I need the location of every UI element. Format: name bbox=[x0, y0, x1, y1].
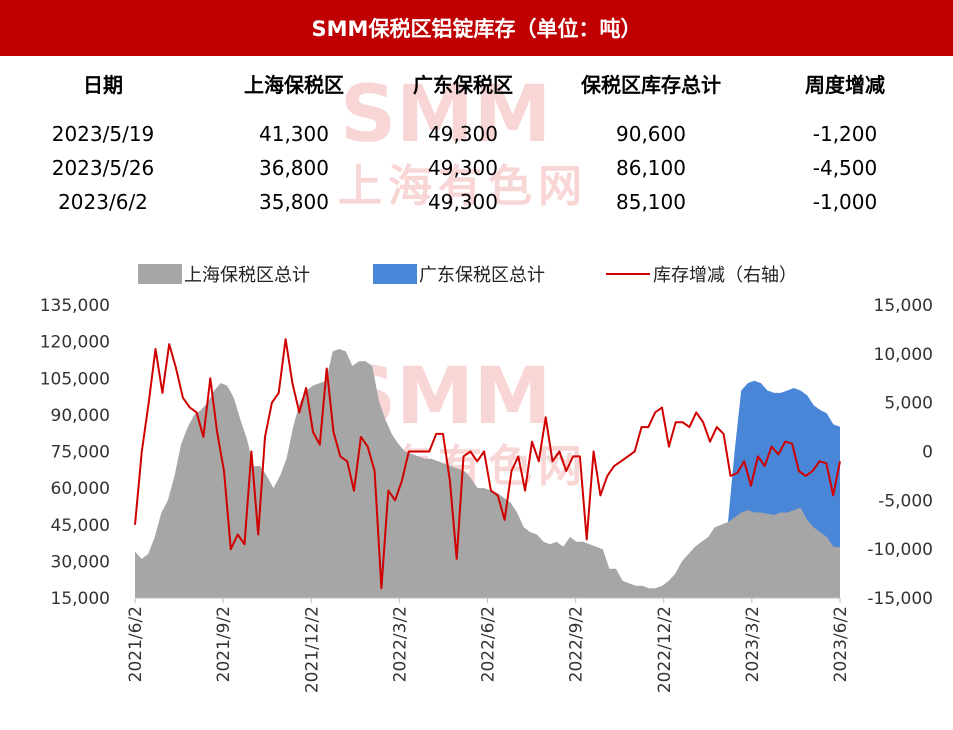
x-axis-tick-label: 2022/9/2 bbox=[567, 606, 587, 682]
x-axis-tick-label: 2023/3/2 bbox=[743, 606, 763, 682]
x-axis-tick-label: 2022/12/2 bbox=[655, 606, 675, 693]
table-header-row: 日期 上海保税区 广东保税区 保税区库存总计 周度增减 bbox=[0, 68, 953, 102]
cell-total: 85,100 bbox=[616, 190, 686, 214]
header-date: 日期 bbox=[83, 73, 123, 97]
legend-label-guangdong: 广东保税区总计 bbox=[419, 265, 545, 286]
cell-shanghai: 35,800 bbox=[259, 190, 329, 214]
line-series-change bbox=[134, 338, 841, 590]
left-axis-tick-label: 135,000 bbox=[40, 296, 110, 316]
cell-guangdong: 49,300 bbox=[428, 122, 498, 146]
cell-total: 90,600 bbox=[616, 122, 686, 146]
x-axis-tick-label: 2022/6/2 bbox=[479, 606, 499, 682]
left-axis-tick-label: 90,000 bbox=[51, 406, 110, 426]
table-row: 2023/6/2 35,800 49,300 85,100 -1,000 bbox=[0, 185, 953, 219]
chart-axes: 135,000 120,000 105,000 90,000 75,000 60,000 4… bbox=[40, 296, 933, 693]
cell-shanghai: 41,300 bbox=[259, 122, 329, 146]
chart-legend: 上海保税区总计 广东保税区总计 库存增减（右轴） bbox=[138, 264, 797, 286]
cell-date: 2023/5/19 bbox=[51, 122, 155, 146]
right-axis-tick-label: -10,000 bbox=[867, 540, 933, 560]
right-axis-tick-label: 10,000 bbox=[874, 345, 933, 365]
x-axis-tick-label: 2021/9/2 bbox=[214, 606, 234, 682]
x-axis-tick-label: 2023/6/2 bbox=[831, 606, 851, 682]
cell-weekly-change: -1,200 bbox=[812, 122, 878, 146]
cell-guangdong: 49,300 bbox=[428, 156, 498, 180]
area-series-shanghai bbox=[135, 349, 840, 598]
cell-date: 2023/6/2 bbox=[58, 190, 148, 214]
cell-guangdong: 49,300 bbox=[428, 190, 498, 214]
left-axis-tick-label: 75,000 bbox=[51, 443, 110, 463]
chart-title-bar: SMM保税区铝锭库存（单位：吨） bbox=[0, 0, 953, 56]
x-axis-tick-label: 2021/6/2 bbox=[126, 606, 146, 682]
cell-total: 86,100 bbox=[616, 156, 686, 180]
legend-label-change: 库存增减（右轴） bbox=[653, 265, 797, 286]
header-total: 保税区库存总计 bbox=[581, 73, 721, 97]
watermark-brand: SMM bbox=[340, 70, 552, 160]
left-axis-tick-label: 60,000 bbox=[51, 479, 110, 499]
table-row: 2023/5/26 36,800 49,300 86,100 -4,500 bbox=[0, 151, 953, 185]
left-axis-tick-label: 105,000 bbox=[40, 369, 110, 389]
x-axis-tick-label: 2021/12/2 bbox=[302, 606, 322, 693]
cell-shanghai: 36,800 bbox=[259, 156, 329, 180]
right-axis-tick-label: -5,000 bbox=[878, 491, 933, 511]
chart-title: SMM保税区铝锭库存（单位：吨） bbox=[311, 17, 642, 41]
cell-date: 2023/5/26 bbox=[51, 156, 155, 180]
cell-weekly-change: -4,500 bbox=[812, 156, 878, 180]
right-axis-tick-label: 5,000 bbox=[884, 394, 933, 414]
right-axis-tick-label: -15,000 bbox=[867, 589, 933, 609]
cell-weekly-change: -1,000 bbox=[812, 190, 878, 214]
header-shanghai: 上海保税区 bbox=[244, 73, 344, 97]
table-row: 2023/5/19 41,300 49,300 90,600 -1,200 bbox=[0, 117, 953, 151]
right-axis-tick-label: 15,000 bbox=[874, 296, 933, 316]
header-guangdong: 广东保税区 bbox=[413, 73, 513, 97]
watermark-cn: 上海有色网 bbox=[338, 161, 588, 212]
left-axis-tick-label: 120,000 bbox=[40, 333, 110, 353]
left-axis-tick-label: 30,000 bbox=[51, 552, 110, 572]
left-axis-tick-label: 15,000 bbox=[51, 589, 110, 609]
header-weekly-change: 周度增减 bbox=[805, 73, 885, 97]
legend-label-shanghai: 上海保税区总计 bbox=[184, 265, 310, 286]
plot-area bbox=[134, 338, 841, 598]
left-axis-tick-label: 45,000 bbox=[51, 516, 110, 536]
legend-swatch-guangdong bbox=[373, 264, 417, 284]
right-axis-tick-label: 0 bbox=[922, 443, 933, 463]
x-axis-tick-label: 2022/3/2 bbox=[390, 606, 410, 682]
legend-swatch-shanghai bbox=[138, 264, 182, 284]
